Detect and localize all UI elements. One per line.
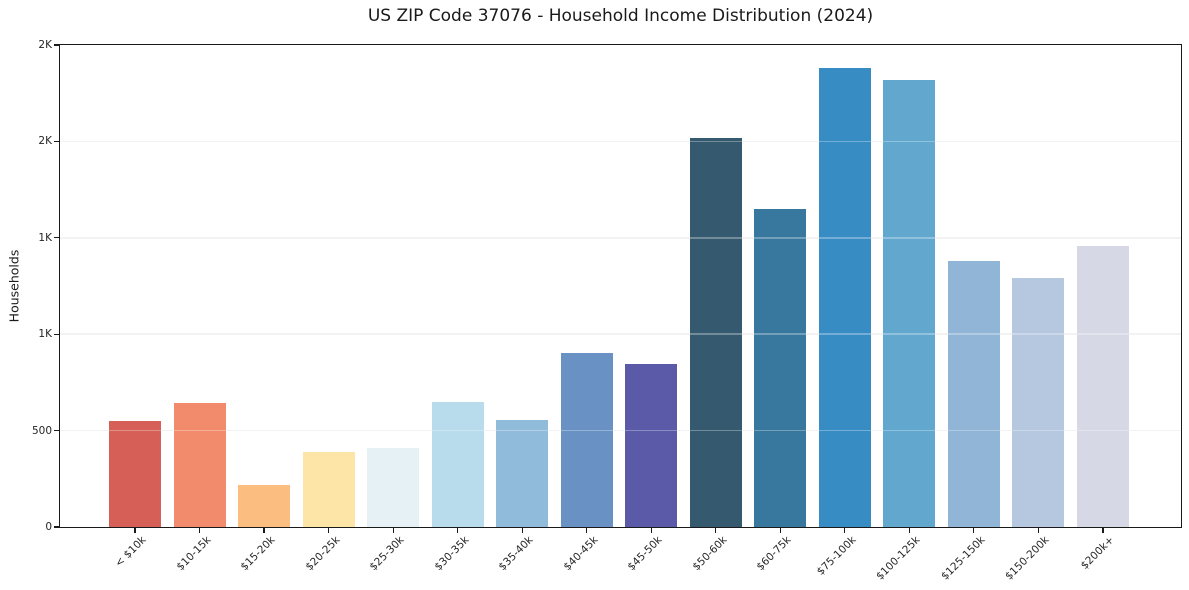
y-tick-label: 0 <box>45 521 52 533</box>
x-tick-mark <box>715 527 717 533</box>
bar <box>560 352 613 527</box>
bar <box>1076 246 1129 527</box>
bar <box>883 79 936 527</box>
y-tick-mark <box>54 237 60 239</box>
x-tick-mark <box>650 527 652 533</box>
x-tick-mark <box>1037 527 1039 533</box>
y-tick-label: 2K <box>38 135 52 148</box>
y-tick-mark <box>54 430 60 432</box>
x-tick-mark <box>521 527 523 533</box>
x-tick-label: < $10k <box>112 534 149 570</box>
gridline-overlay <box>60 333 1181 335</box>
bar <box>431 401 484 527</box>
y-tick-label: 2K <box>38 39 52 51</box>
x-tick-mark <box>457 527 459 533</box>
x-tick-mark <box>263 527 265 533</box>
y-tick-mark <box>54 44 60 46</box>
gridline <box>60 140 1181 143</box>
bar <box>689 137 742 527</box>
gridline <box>60 237 1181 239</box>
x-tick-mark <box>973 527 975 533</box>
x-tick-mark <box>586 527 588 533</box>
x-tick-mark <box>327 527 330 533</box>
bar <box>818 68 871 527</box>
bar <box>1012 278 1065 527</box>
y-tick-mark <box>54 526 60 528</box>
gridline-overlay <box>60 140 1181 143</box>
x-tick-mark <box>908 527 910 533</box>
gridline <box>60 333 1181 335</box>
x-tick-mark <box>134 527 136 533</box>
x-tick-mark <box>844 527 846 533</box>
bar <box>625 364 678 527</box>
y-tick-mark <box>54 333 60 335</box>
chart-title: US ZIP Code 37076 - Household Income Dis… <box>367 6 874 26</box>
bar <box>109 420 161 527</box>
gridline-overlay <box>60 237 1181 239</box>
gridline-overlay <box>60 429 1181 432</box>
bar <box>173 402 226 527</box>
bar <box>754 208 807 527</box>
y-tick-label: 1K <box>38 231 52 244</box>
bar <box>238 484 291 527</box>
y-tick-label: 1K <box>38 328 52 341</box>
x-tick-mark <box>779 527 781 533</box>
x-tick-mark <box>392 527 394 533</box>
bar <box>947 260 1000 527</box>
x-tick-mark <box>198 527 201 533</box>
y-axis-label: Households <box>6 249 22 323</box>
bar <box>302 451 355 527</box>
bar <box>496 419 549 527</box>
y-tick-mark <box>54 140 60 142</box>
x-tick-mark <box>1102 527 1104 533</box>
gridline <box>60 429 1181 432</box>
bar <box>367 447 420 527</box>
y-tick-label: 500 <box>31 424 52 437</box>
